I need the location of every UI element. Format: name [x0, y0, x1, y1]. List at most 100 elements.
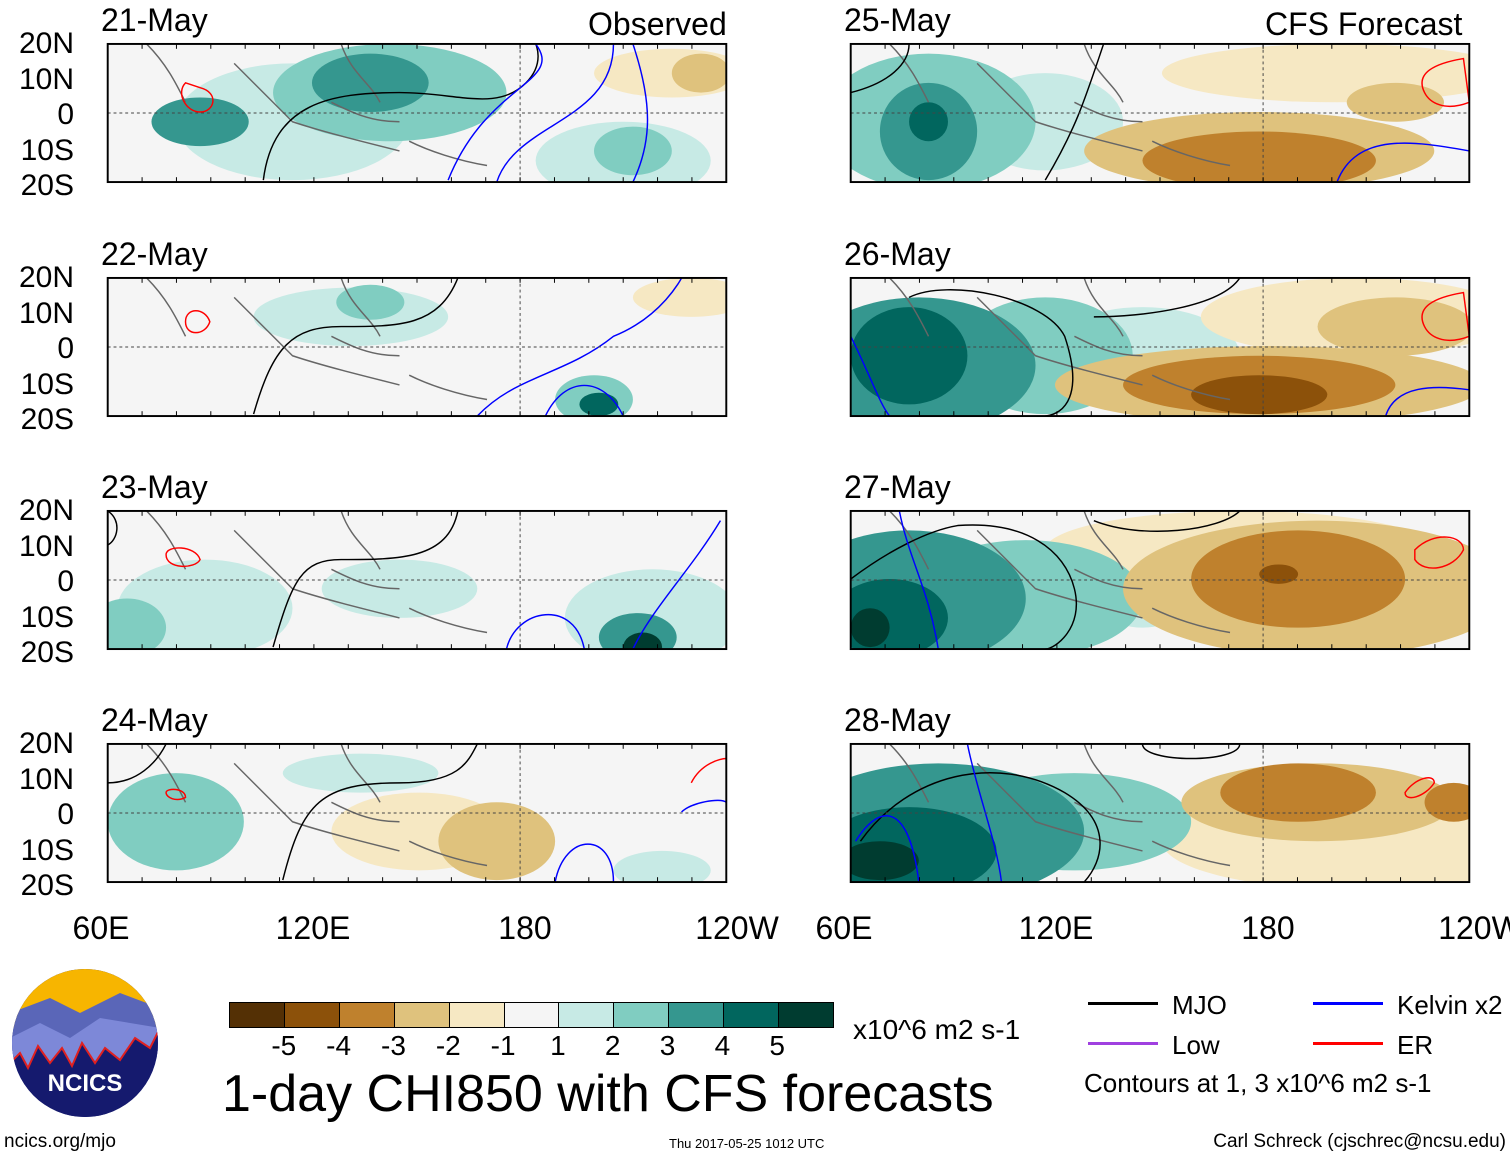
chi-anomaly-region: [1142, 131, 1376, 183]
wave-contour: [476, 277, 683, 417]
lon-tick-label: 120W: [1438, 910, 1510, 946]
wave-contour: [632, 43, 649, 183]
wave-contour: [690, 757, 727, 784]
colorbar-swatch: [448, 1003, 504, 1027]
chi-anomaly-region: [1317, 297, 1470, 356]
panel-date: 21-May: [101, 2, 208, 38]
wave-contour: [544, 384, 624, 417]
wave-contour: [1414, 536, 1465, 569]
lat-tick-label: 0: [57, 565, 74, 598]
coastline: [146, 277, 488, 401]
lat-tick-label: 10N: [18, 762, 74, 796]
ncics-logo: NCICS: [12, 969, 158, 1117]
map-panel-23-May: [106, 509, 728, 651]
lat-tick-label: 20N: [18, 494, 74, 527]
chi-anomaly-region: [1191, 375, 1328, 415]
chi-anomaly-region: [850, 307, 968, 405]
lat-tick-label: 20S: [20, 169, 74, 202]
chi-anomaly-region: [850, 841, 919, 881]
wave-contour: [1093, 510, 1241, 533]
colorbar-tick: -4: [326, 1030, 352, 1061]
lat-tick-label: 20N: [18, 727, 74, 760]
lon-tick-label: 60E: [72, 910, 130, 946]
lat-tick-label: 0: [57, 798, 74, 831]
wave-contour: [505, 613, 586, 650]
map-panel-24-May: [106, 742, 728, 884]
colorbar-swatch: [338, 1003, 394, 1027]
map-panel-22-May: [106, 276, 728, 418]
colorbar-tick: 2: [604, 1030, 621, 1061]
lat-tick-label: 20N: [18, 261, 74, 294]
colorbar-tick: -5: [271, 1030, 297, 1061]
wave-contour: [1384, 386, 1470, 417]
wave-contour: [1044, 43, 1105, 181]
colorbar-swatch: [613, 1003, 669, 1027]
panel-date: 22-May: [101, 236, 208, 272]
wave-contour: [908, 289, 1074, 417]
site-link[interactable]: ncics.org/mjo: [4, 1131, 116, 1152]
lat-tick-label: 10S: [20, 833, 74, 867]
legend-line-kelvin: [1313, 1002, 1383, 1005]
wave-contour: [854, 815, 920, 883]
wave-contour: [447, 43, 543, 181]
wave-contour: [282, 743, 478, 881]
panel-date: 24-May: [101, 702, 208, 738]
wave-contour: [1404, 777, 1436, 799]
wave-contour: [107, 743, 167, 784]
legend-line-er: [1313, 1042, 1383, 1045]
lat-tick-label: 20N: [18, 27, 74, 60]
wave-contour: [165, 788, 187, 801]
colorbar-swatch: [723, 1003, 779, 1027]
lon-tick-label: 120W: [695, 910, 779, 946]
colorbar-swatch: [230, 1003, 284, 1027]
legend-label: ER: [1397, 1030, 1434, 1060]
chi-anomaly-region: [1220, 763, 1376, 822]
colorbar-tick: 4: [714, 1030, 731, 1061]
column-header-observed: Observed: [588, 6, 727, 42]
chi-anomaly-region: [107, 773, 244, 871]
lon-tick-label: 180: [498, 910, 552, 946]
legend-label: Kelvin x2: [1397, 990, 1503, 1020]
legend-line-mjo: [1088, 1002, 1158, 1005]
wave-contour: [898, 510, 939, 650]
lon-tick-label: 120E: [275, 910, 351, 946]
map-panel-28-May: [849, 742, 1471, 884]
wave-contour: [966, 743, 1003, 883]
colorbar: [229, 1002, 834, 1028]
panel-date: 23-May: [101, 469, 208, 505]
wave-contour: [850, 524, 1077, 650]
lon-tick-label: 60E: [815, 910, 873, 946]
chi-anomaly-region: [579, 392, 619, 417]
colorbar-swatch: [503, 1003, 559, 1027]
lat-tick-label: 20S: [20, 636, 74, 669]
lat-tick-label: 10N: [18, 62, 74, 96]
coastline: [889, 743, 1231, 867]
contour-note: Contours at 1, 3 x10^6 m2 s-1: [1084, 1068, 1432, 1098]
chi-anomaly-region: [336, 284, 405, 320]
wave-contour: [1336, 142, 1470, 183]
lat-tick-label: 10S: [20, 367, 74, 401]
lat-tick-label: 10N: [18, 529, 74, 563]
colorbar-tick: 1: [550, 1030, 566, 1061]
colorbar-tick: 3: [659, 1030, 676, 1061]
wave-contour: [262, 43, 539, 181]
colorbar-swatch: [283, 1003, 339, 1027]
colorbar-swatch: [668, 1003, 724, 1027]
column-header-forecast: CFS Forecast: [1265, 6, 1463, 42]
wave-contour: [850, 43, 910, 94]
lat-tick-label: 10S: [20, 133, 74, 167]
wave-contour: [1421, 291, 1470, 341]
panel-date: 27-May: [844, 469, 951, 505]
colorbar-swatch: [558, 1003, 614, 1027]
chi-anomaly-region: [850, 608, 890, 648]
wave-contour: [1421, 57, 1470, 107]
panel-date: 26-May: [844, 236, 951, 272]
wave-contour: [632, 520, 722, 650]
panel-date: 28-May: [844, 702, 951, 738]
figure-title: 1-day CHI850 with CFS forecasts: [222, 1065, 994, 1123]
wave-contour: [1093, 277, 1241, 318]
chi-anomaly-region: [1346, 82, 1444, 122]
chi-anomaly-region: [632, 277, 727, 317]
wave-contour: [165, 547, 201, 567]
